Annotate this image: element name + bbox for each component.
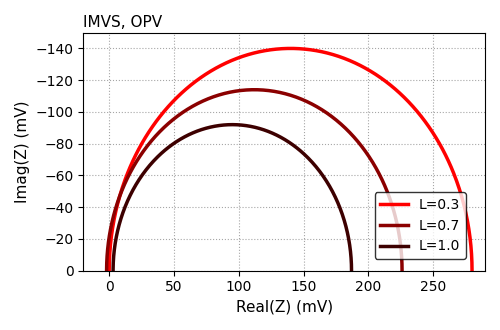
L=0.3	[298, 47, 304, 51]
L=0.3	[302, 47, 308, 51]
L=0.7	[260, 88, 266, 92]
L=0.7	[207, 96, 213, 100]
L=1.0	[230, 123, 235, 127]
L=1.0	[110, 259, 116, 263]
Y-axis label: Imag(Z) (mV): Imag(Z) (mV)	[15, 100, 30, 203]
Text: IMVS, OPV: IMVS, OPV	[84, 15, 162, 30]
Line: L=1.0: L=1.0	[113, 125, 352, 271]
Line: L=0.3: L=0.3	[109, 49, 472, 271]
L=0.7	[263, 88, 269, 92]
Legend: L=0.3, L=0.7, L=1.0: L=0.3, L=0.7, L=1.0	[374, 192, 466, 259]
L=0.3	[134, 150, 140, 154]
Line: L=0.7: L=0.7	[106, 90, 402, 271]
X-axis label: Real(Z) (mV): Real(Z) (mV)	[236, 300, 332, 315]
L=0.7	[104, 269, 110, 273]
L=0.3	[233, 57, 239, 61]
L=0.7	[399, 269, 405, 273]
L=0.7	[252, 88, 258, 92]
L=1.0	[236, 123, 242, 127]
L=1.0	[213, 124, 219, 128]
L=0.3	[106, 253, 112, 257]
L=0.3	[469, 269, 475, 273]
L=0.3	[288, 47, 294, 50]
L=1.0	[348, 269, 354, 273]
L=1.0	[110, 269, 116, 273]
L=0.3	[263, 49, 269, 52]
L=0.7	[126, 173, 132, 177]
L=0.7	[104, 256, 110, 260]
L=1.0	[238, 123, 244, 127]
L=0.7	[232, 89, 237, 93]
L=1.0	[194, 129, 200, 133]
L=0.3	[106, 269, 112, 273]
L=1.0	[128, 191, 134, 195]
